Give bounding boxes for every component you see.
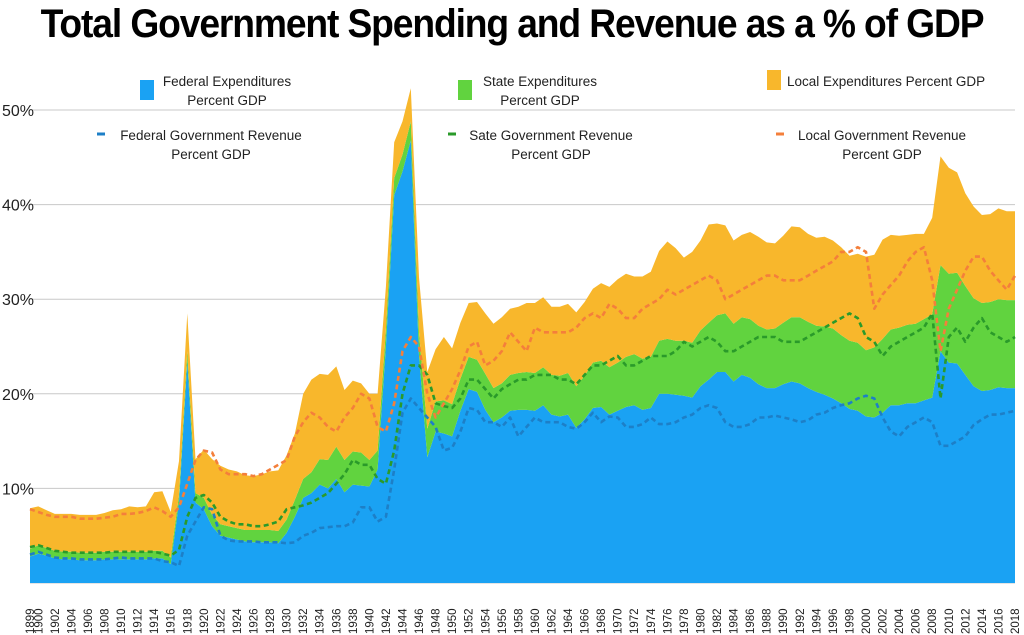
x-tick-label-1906: 1906 [83,608,95,634]
x-tick-label-1936: 1936 [331,608,343,634]
x-tick-label-1914: 1914 [149,608,161,634]
line-state-revenue [29,312,1016,557]
x-tick-label-1930: 1930 [282,608,294,634]
y-tick-label-50: 50% [2,103,34,120]
x-tick-label-1986: 1986 [745,608,757,634]
x-tick-label-1908: 1908 [99,608,111,634]
y-tick-label-10: 10% [2,481,34,498]
x-tick-label-1934: 1934 [315,608,327,634]
legend-label: Percent GDP [187,93,267,108]
x-tick-label-1932: 1932 [298,608,310,634]
legend-label: Percent GDP [511,147,591,162]
legend-label: Federal Government Revenue [120,128,302,143]
legend-swatch [140,80,154,100]
x-tick-label-1960: 1960 [530,608,542,634]
x-tick-label-1940: 1940 [364,608,376,634]
x-tick-label-2012: 2012 [960,608,972,634]
x-tick-label-1996: 1996 [828,608,840,634]
y-tick-label-40: 40% [2,198,34,215]
x-tick-label-1950: 1950 [447,608,459,634]
x-tick-label-1900: 1900 [33,608,45,634]
x-tick-label-1984: 1984 [729,608,741,634]
y-tick-label-20: 20% [2,387,34,404]
legend-item-3: Local Expenditures Percent GDP [767,70,985,90]
x-tick-label-1958: 1958 [513,608,525,634]
x-tick-label-1964: 1964 [563,608,575,634]
x-tick-label-1976: 1976 [662,608,674,634]
x-tick-label-1980: 1980 [695,608,707,634]
area-series [30,88,1015,584]
x-tick-label-2018: 2018 [1010,608,1022,634]
x-tick-label-1942: 1942 [381,608,393,634]
x-tick-label-1918: 1918 [182,608,194,634]
chart-title: Total Government Spending and Revenue as… [40,2,985,46]
x-tick-label-1966: 1966 [580,608,592,634]
x-tick-label-1982: 1982 [712,608,724,634]
x-tick-label-1904: 1904 [66,608,78,634]
x-tick-label-2000: 2000 [861,608,873,634]
x-tick-label-2004: 2004 [894,608,906,634]
x-tick-label-1910: 1910 [116,608,128,634]
legend-label: Federal Expenditures [163,74,292,89]
x-tick-label-1920: 1920 [199,608,211,634]
x-tick-label-1899: 1899 [25,608,37,634]
x-tick-label-1990: 1990 [778,608,790,634]
legend-item-5: Sate Government Revenue Percent GDP [448,128,633,162]
x-tick-label-2008: 2008 [927,608,939,634]
x-tick-label-1944: 1944 [397,608,409,634]
revenue-lines [29,245,1017,568]
area-state-expenditures [30,121,1015,565]
legend-label: Local Government Revenue [798,128,966,143]
x-tick-label-1988: 1988 [762,608,774,634]
legend-label: Local Expenditures Percent GDP [787,74,985,89]
x-tick-label-2002: 2002 [878,608,890,634]
x-tick-label-1994: 1994 [811,608,823,634]
x-tick-label-2006: 2006 [911,608,923,634]
x-tick-label-1974: 1974 [646,608,658,634]
legend-item-6: Local Government Revenue Percent GDP [776,128,966,162]
x-tick-label-1970: 1970 [613,608,625,634]
x-tick-label-1962: 1962 [546,608,558,634]
legend-swatch [458,80,472,100]
x-tick-label-1902: 1902 [50,608,62,634]
x-tick-label-1992: 1992 [795,608,807,634]
line-local-revenue [29,245,1017,520]
legend-label: Percent GDP [500,93,580,108]
line-federal-revenue [29,394,1016,568]
legend-item-4: Federal Government Revenue Percent GDP [97,128,302,162]
x-tick-label-1946: 1946 [414,608,426,634]
legend-label: Percent GDP [171,147,251,162]
x-tick-label-1912: 1912 [133,608,145,634]
x-tick-label-1978: 1978 [679,608,691,634]
x-tick-label-2010: 2010 [944,608,956,634]
x-tick-label-1956: 1956 [497,608,509,634]
legend-swatch [767,70,781,90]
x-tick-label-1938: 1938 [348,608,360,634]
x-tick-label-1972: 1972 [629,608,641,634]
legend-item-1: Federal Expenditures Percent GDP [140,74,291,108]
legend-label: Sate Government Revenue [469,128,633,143]
x-tick-label-1924: 1924 [232,608,244,634]
x-tick-label-1998: 1998 [844,608,856,634]
x-tick-label-1916: 1916 [166,608,178,634]
x-tick-label-1928: 1928 [265,608,277,634]
x-tick-label-2016: 2016 [993,608,1005,634]
legend-item-2: State Expenditures Percent GDP [458,74,597,108]
x-tick-label-1948: 1948 [431,608,443,634]
area-local-expenditures [30,88,1015,558]
y-tick-label-30: 30% [2,292,34,309]
legend-label: State Expenditures [483,74,597,89]
x-tick-label-1922: 1922 [215,608,227,634]
x-tick-label-1952: 1952 [464,608,476,634]
x-tick-label-1968: 1968 [596,608,608,634]
x-tick-label-2014: 2014 [977,608,989,634]
x-tick-label-1926: 1926 [248,608,260,634]
area-federal-expenditures [30,140,1015,584]
x-tick-label-1954: 1954 [480,608,492,634]
legend-label: Percent GDP [842,147,922,162]
